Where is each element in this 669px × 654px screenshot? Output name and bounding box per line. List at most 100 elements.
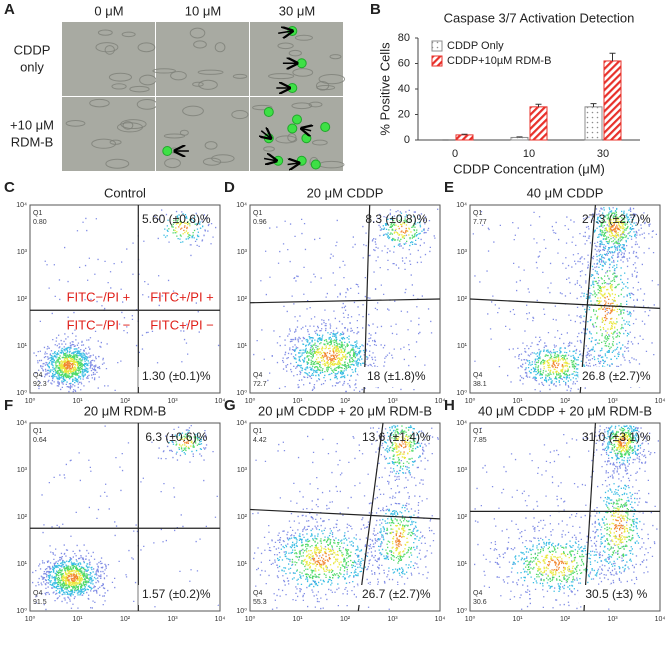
density-dots [58, 221, 191, 374]
y-tick-label: 10⁴ [236, 420, 247, 427]
legend-swatch [431, 40, 443, 52]
x-tick-label: 10¹ [72, 616, 83, 623]
label-background [578, 367, 659, 387]
density-dots [542, 217, 625, 374]
column-label: 30 μM [279, 3, 315, 18]
y-tick-label: 60 [398, 57, 410, 69]
cell [288, 49, 302, 57]
x-tick-label: 10⁰ [25, 397, 36, 405]
y-tick-label: 10¹ [17, 343, 28, 350]
bar [584, 106, 603, 141]
cell [291, 102, 313, 110]
micrograph [62, 22, 155, 96]
lower-right-percent: 1.30 (±0.1)% [142, 369, 211, 383]
y-axis-label: % Positive Cells [377, 42, 392, 136]
y-tick-label: 10¹ [457, 561, 468, 568]
cell [292, 68, 314, 77]
cell [252, 104, 273, 111]
y-tick-label: 10⁰ [236, 389, 247, 397]
x-tick-label: 10⁰ [245, 615, 256, 623]
legend-label: CDDP Only [447, 40, 504, 52]
x-tick-label: 10³ [167, 398, 178, 405]
gate-line [363, 204, 371, 394]
cell [170, 71, 187, 81]
arrow [302, 129, 311, 131]
cell [232, 73, 248, 79]
quadrant-name: Q1 [33, 210, 42, 217]
x-tick-label: 10² [120, 616, 131, 623]
bar [529, 106, 548, 141]
label-background [358, 367, 439, 387]
gate-line [249, 508, 441, 520]
error-bar [609, 52, 616, 61]
y-tick-label: 10¹ [457, 343, 468, 350]
y-tick-label: 10³ [17, 249, 28, 256]
quadrant-value: 4.42 [253, 437, 267, 444]
quadrant-value: 7.77 [473, 219, 487, 226]
cell [182, 105, 204, 117]
gate-line [583, 422, 596, 612]
x-tick-label: 10¹ [512, 616, 523, 623]
cell [189, 27, 206, 39]
legend-swatch [431, 55, 443, 67]
panel-letter: D [224, 179, 235, 196]
cell [97, 29, 113, 36]
lower-right-percent: 26.8 (±2.7)% [582, 369, 651, 383]
cell [294, 34, 313, 41]
cell [111, 83, 127, 90]
y-tick-label: 10³ [237, 467, 248, 474]
fluorescent-cell [296, 58, 307, 69]
y-tick-label: 40 [398, 83, 410, 95]
cell [329, 54, 342, 60]
quadrant-value: 72.7 [253, 381, 267, 388]
y-tick-label: 10² [17, 296, 28, 303]
legend-label: CDDP+10µM RDM-B [447, 55, 551, 67]
column-label: 0 μM [94, 3, 123, 18]
quadrant-value: 7.85 [473, 437, 487, 444]
upper-right-percent: 27.3 (±2.7)% [582, 212, 651, 226]
plot-frame [469, 204, 661, 394]
density-dots [61, 437, 194, 586]
panel-letter: G [224, 397, 236, 414]
panel-title: 40 μM CDDP [527, 185, 604, 200]
row-label: +10 μM [10, 117, 54, 132]
quadrant-name: Q1 [473, 428, 482, 435]
quadrant-name: Q1 [253, 210, 262, 217]
cell [318, 73, 346, 85]
x-tick-label: 10⁰ [25, 615, 36, 623]
x-tick-label: 10⁰ [245, 397, 256, 405]
quadrant-name: Q1 [33, 428, 42, 435]
x-tick-label: 10³ [387, 398, 398, 405]
upper-right-percent: 6.3 (±0.6)% [145, 430, 207, 444]
x-tick-label: 10³ [167, 616, 178, 623]
y-tick-label: 10¹ [17, 561, 28, 568]
panel-title: 20 μM CDDP + 20 μM RDM-B [258, 403, 432, 418]
quadrant-value: 92.3 [33, 381, 47, 388]
panel-letter: E [444, 179, 454, 196]
fluorescent-cell [287, 123, 298, 134]
quadrant-name: Q1 [473, 210, 482, 217]
x-tick-label: 10² [120, 398, 131, 405]
y-tick-label: 10⁴ [16, 202, 27, 209]
x-tick-label: 0 [452, 148, 458, 160]
cell [95, 42, 119, 53]
y-tick-label: 10³ [457, 467, 468, 474]
y-tick-label: 10² [457, 296, 468, 303]
upper-right-percent: 5.60 (±0.6)% [142, 212, 211, 226]
quadrant-label: FITC−/PI − [67, 318, 131, 333]
quadrant-name: Q1 [253, 428, 262, 435]
y-tick-label: 10² [457, 514, 468, 521]
cell [104, 45, 115, 55]
row-label: CDDP [14, 42, 51, 57]
quadrant-value: 0.80 [33, 219, 47, 226]
micrograph [156, 22, 249, 96]
fluorescent-cell [292, 114, 302, 125]
arrow [278, 31, 292, 33]
error-bar [461, 133, 468, 135]
y-tick-label: 10⁴ [456, 202, 467, 209]
cell [122, 121, 134, 130]
label-background [138, 585, 219, 605]
gate-line [579, 204, 596, 394]
arrow [261, 131, 270, 139]
